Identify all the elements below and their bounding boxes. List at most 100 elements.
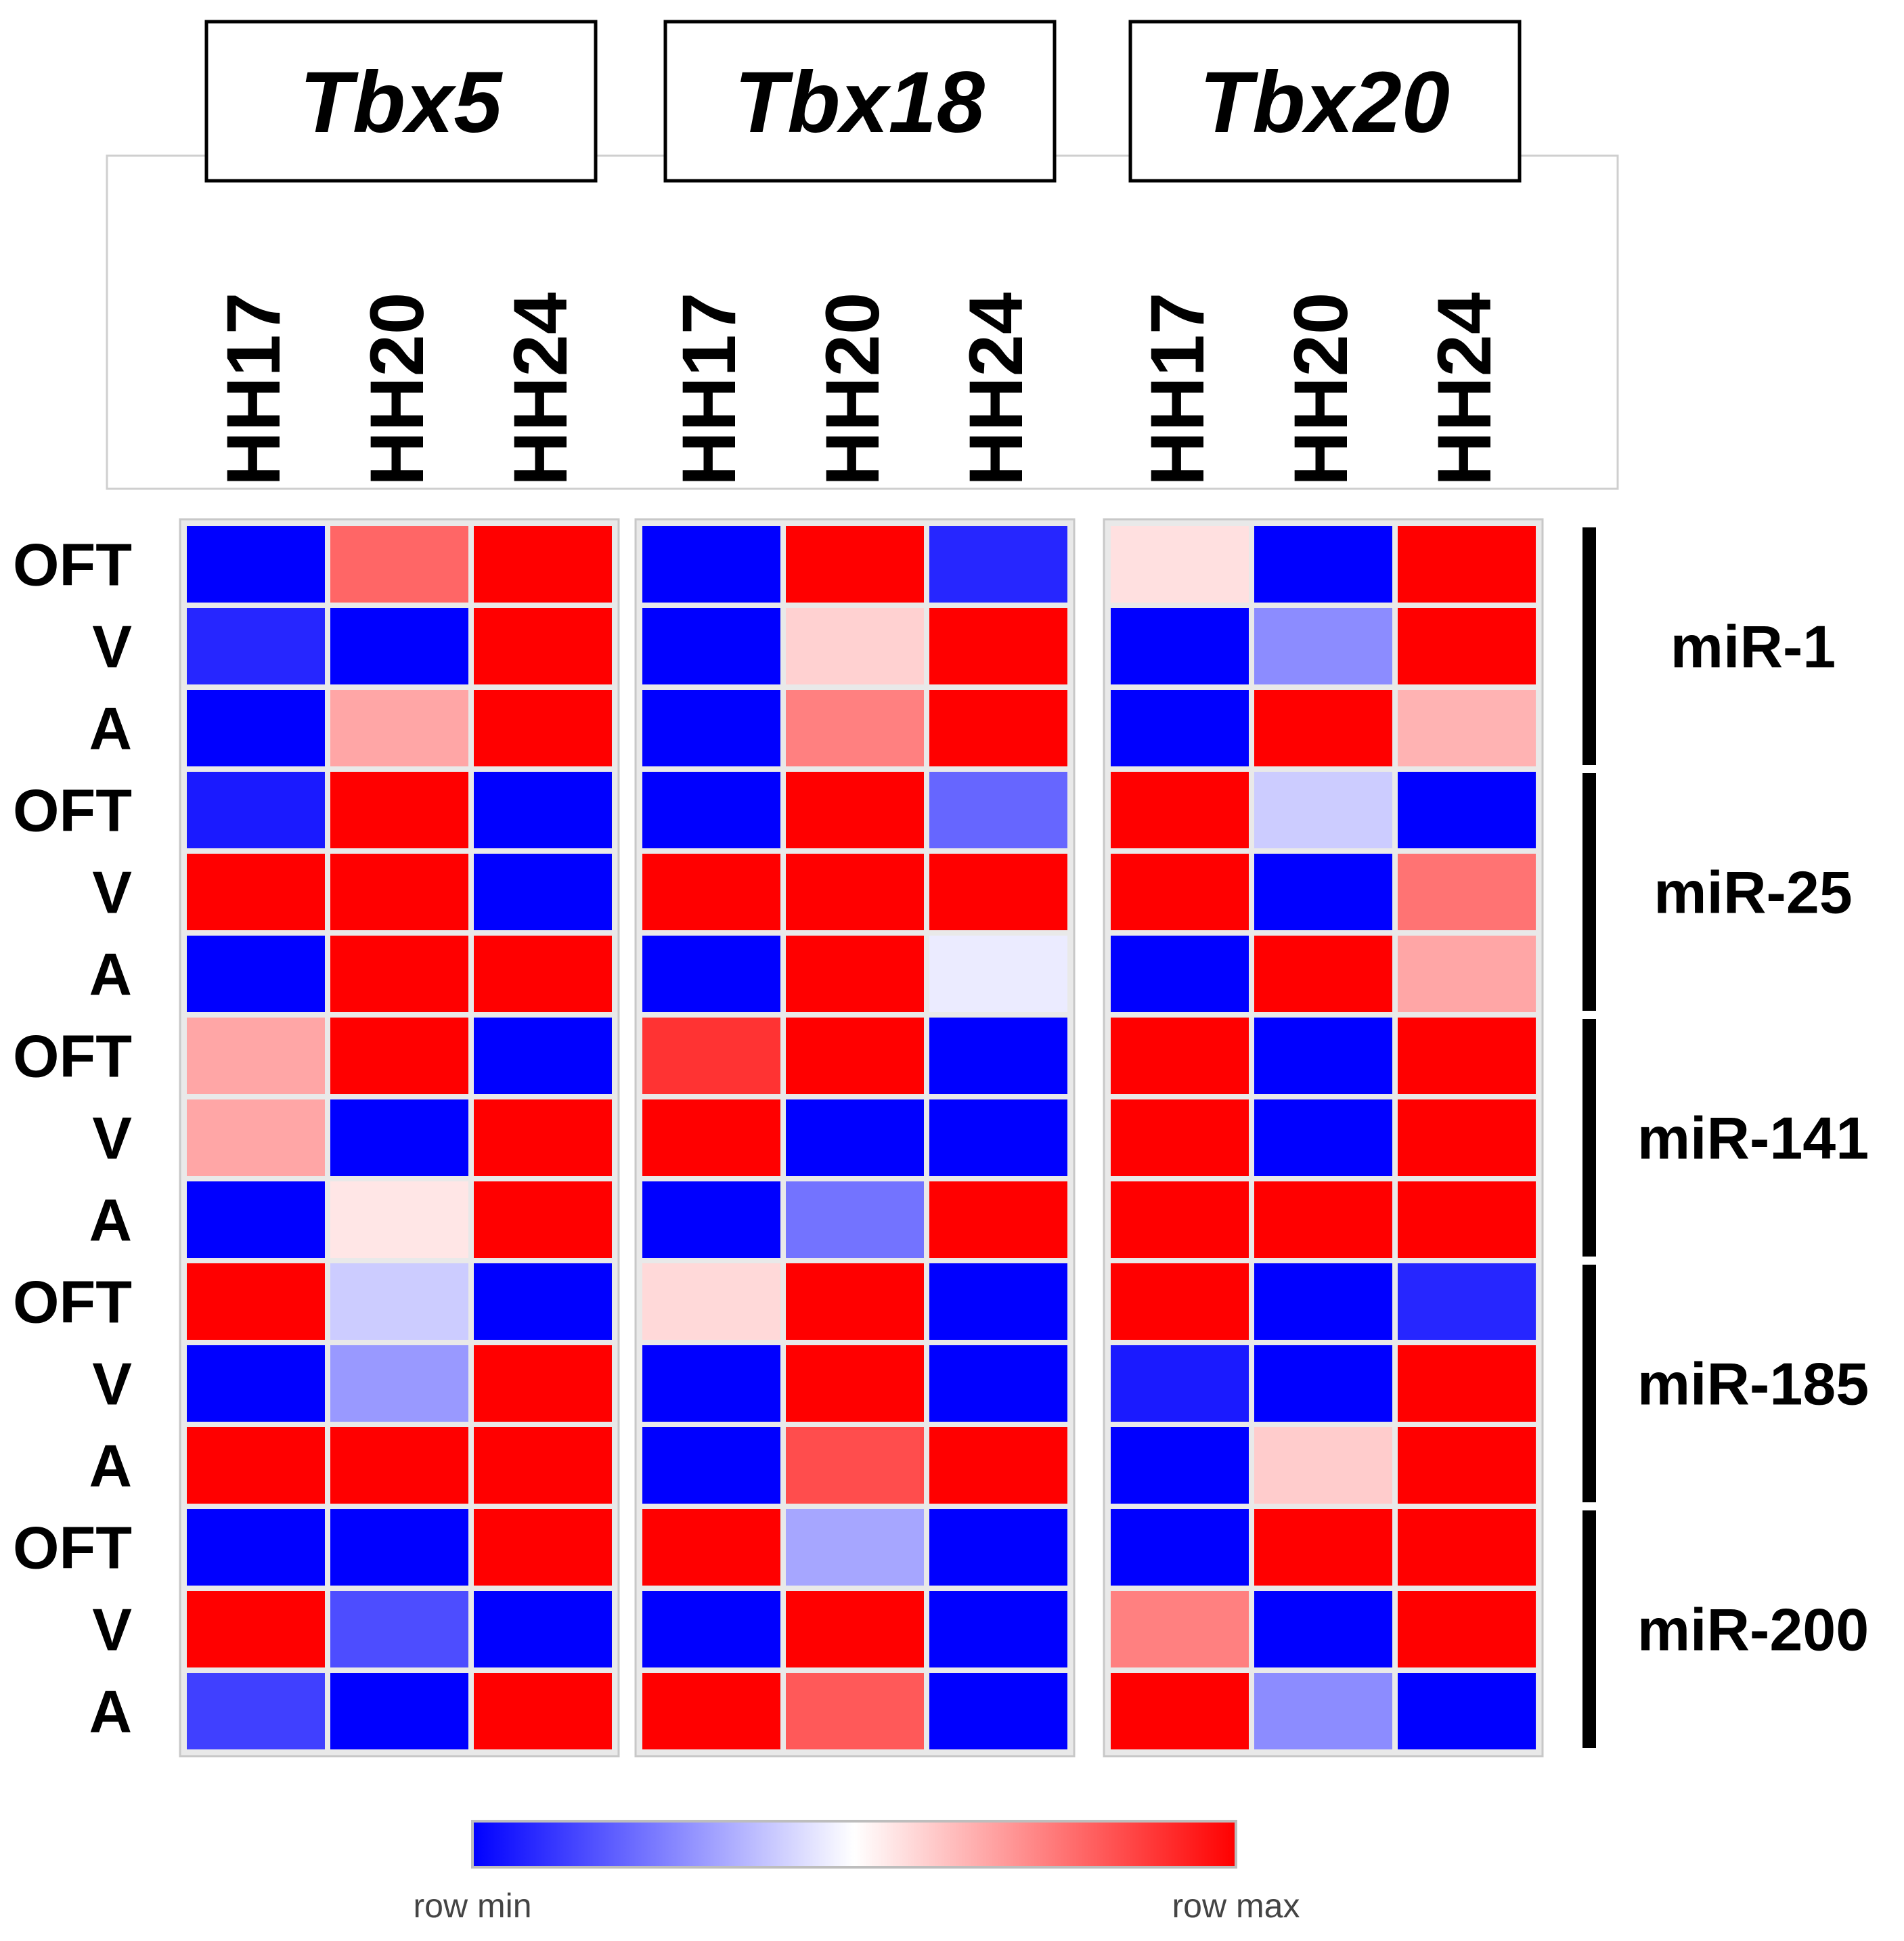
heatmap-cell — [330, 1591, 468, 1667]
heatmap-cell — [1398, 772, 1536, 848]
row-label: V — [92, 859, 132, 926]
group-label: miR-141 — [1637, 1105, 1869, 1172]
row-label: V — [92, 1596, 132, 1663]
heatmap-cell — [187, 1018, 325, 1094]
heatmap-cell — [474, 1263, 612, 1340]
heatmap-cell — [786, 526, 924, 603]
row-label: V — [92, 1105, 132, 1172]
heatmap-cell — [929, 1345, 1067, 1422]
heatmap-cell — [1398, 526, 1536, 603]
gene-box-tbx18 — [663, 20, 1057, 183]
heatmap-cell — [330, 1181, 468, 1258]
row-label: A — [89, 941, 132, 1008]
gene-label-tbx20: Tbx20 — [1199, 54, 1450, 151]
heatmap-cell — [786, 1263, 924, 1340]
heatmap-panel-tbx5 — [179, 518, 620, 1758]
heatmap-cell — [786, 936, 924, 1012]
heatmap-cell — [929, 1673, 1067, 1749]
heatmap-panels — [179, 518, 1544, 1758]
heatmap-cell — [642, 854, 780, 930]
row-label: OFT — [13, 777, 132, 844]
heatmap-cell — [1111, 1181, 1249, 1258]
heatmap-cell — [1254, 854, 1392, 930]
row-label: A — [89, 1678, 132, 1745]
heatmap-cell — [1254, 1673, 1392, 1749]
row-label: OFT — [13, 1023, 132, 1090]
heatmap-cell — [929, 608, 1067, 684]
heatmap-cell — [187, 690, 325, 766]
gene-header-tbx18: Tbx18 — [663, 20, 1057, 183]
column-label: HH20 — [355, 292, 439, 486]
heatmap-cell — [929, 1181, 1067, 1258]
heatmap-cell — [474, 690, 612, 766]
heatmap-cell — [187, 1263, 325, 1340]
heatmap-cell — [1398, 1427, 1536, 1504]
heatmap-cell — [187, 1345, 325, 1422]
heatmap-cell — [642, 1509, 780, 1586]
column-label: HH20 — [1279, 292, 1363, 486]
heatmap-cell — [1398, 1591, 1536, 1667]
heatmap-cell — [1254, 1018, 1392, 1094]
heatmap-cell — [1254, 1263, 1392, 1340]
heatmap-cell — [187, 526, 325, 603]
heatmap-cell — [929, 936, 1067, 1012]
column-label: HH24 — [498, 292, 583, 486]
heatmap-cell — [1398, 1099, 1536, 1176]
row-label: OFT — [13, 1514, 132, 1582]
heatmap-cell — [1254, 772, 1392, 848]
heatmap-cell — [786, 772, 924, 848]
scale-min-label: row min — [413, 1887, 531, 1925]
heatmap-cell — [1398, 1263, 1536, 1340]
gene-label-tbx18: Tbx18 — [734, 54, 985, 151]
heatmap-cell — [929, 526, 1067, 603]
heatmap-cell — [1111, 1673, 1249, 1749]
heatmap-cell — [330, 1099, 468, 1176]
heatmap-cell — [786, 1591, 924, 1667]
heatmap-cell — [786, 1099, 924, 1176]
heatmap-cell — [1111, 608, 1249, 684]
heatmap-cell — [330, 690, 468, 766]
color-scale-bar — [471, 1820, 1237, 1869]
heatmap-cell — [786, 608, 924, 684]
heatmap-cell — [187, 1509, 325, 1586]
heatmap-cell — [187, 608, 325, 684]
heatmap-cell — [642, 1263, 780, 1340]
heatmap-panel-tbx20 — [1103, 518, 1544, 1758]
heatmap-cell — [330, 1345, 468, 1422]
heatmap-cell — [642, 690, 780, 766]
heatmap-cell — [1254, 1181, 1392, 1258]
gene-header-tbx20: Tbx20 — [1128, 20, 1522, 183]
heatmap-cell — [929, 1263, 1067, 1340]
heatmap-cell — [330, 1509, 468, 1586]
group-brackets: miR-1 miR-25 miR-141 miR-185 miR-200 — [1582, 527, 1869, 1748]
heatmap-cell — [786, 1181, 924, 1258]
heatmap-cell — [474, 1345, 612, 1422]
heatmap-cell — [642, 608, 780, 684]
gene-label-tbx5: Tbx5 — [300, 54, 504, 151]
column-label: HH24 — [954, 292, 1038, 486]
heatmap-cell — [929, 1427, 1067, 1504]
heatmap-cell — [474, 1673, 612, 1749]
heatmap-cell — [1398, 1181, 1536, 1258]
heatmap-cell — [642, 772, 780, 848]
heatmap-cell — [1111, 1345, 1249, 1422]
heatmap-cell — [330, 1263, 468, 1340]
heatmap-cell — [187, 936, 325, 1012]
heatmap-cell — [330, 1018, 468, 1094]
heatmap-cell — [187, 1673, 325, 1749]
heatmap-cell — [1398, 1345, 1536, 1422]
heatmap-cell — [642, 1099, 780, 1176]
heatmap-cell — [642, 1673, 780, 1749]
heatmap-cell — [929, 1509, 1067, 1586]
heatmap-cell — [187, 1099, 325, 1176]
row-label: A — [89, 695, 132, 762]
gene-box-tbx5 — [204, 20, 598, 183]
heatmap-cell — [929, 690, 1067, 766]
group-bracket — [1582, 1019, 1596, 1257]
heatmap-cell — [474, 1181, 612, 1258]
heatmap-cell — [1111, 1263, 1249, 1340]
heatmap-cell — [1254, 690, 1392, 766]
heatmap-cell — [474, 1591, 612, 1667]
column-label: HH17 — [1135, 292, 1220, 486]
row-label: V — [92, 1351, 132, 1418]
